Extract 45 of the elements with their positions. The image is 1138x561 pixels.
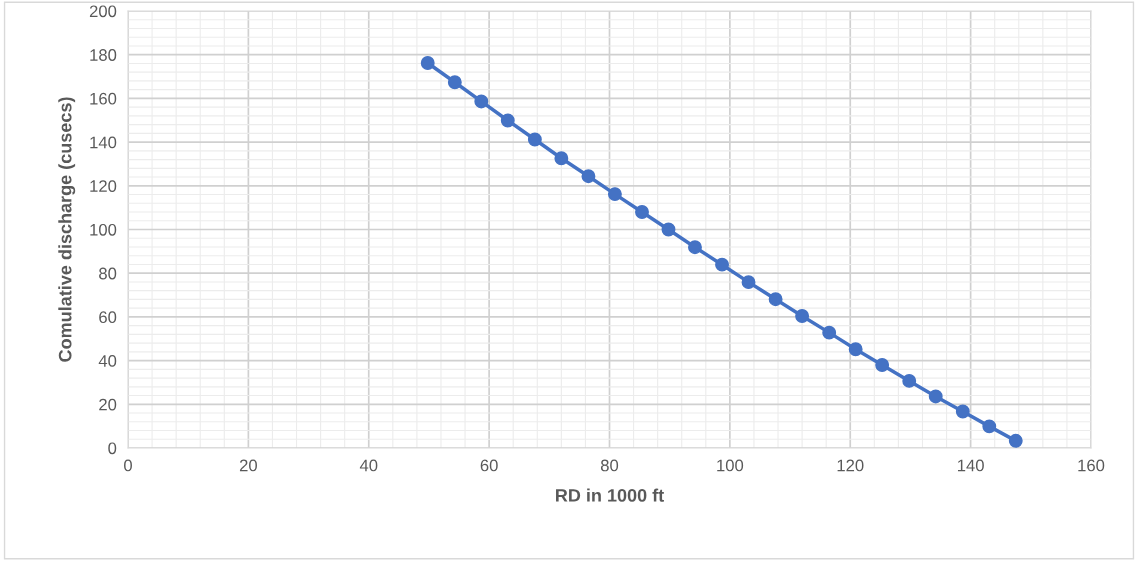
point xyxy=(500,113,515,128)
x-tick-label: 120 xyxy=(837,459,864,472)
point xyxy=(474,94,489,109)
x-tick-label: 0 xyxy=(124,459,132,472)
x-tick-label: 80 xyxy=(600,459,619,472)
x-tick-label: 100 xyxy=(717,459,744,472)
point xyxy=(822,325,837,340)
y-tick-label: 120 xyxy=(90,180,117,192)
y-tick-label: 80 xyxy=(99,267,117,280)
point xyxy=(848,342,863,357)
point xyxy=(635,205,649,219)
y-axis-title: Comulative discharge (cusecs) xyxy=(58,97,76,362)
point xyxy=(795,309,810,323)
point xyxy=(1008,433,1023,448)
y-tick-label: 180 xyxy=(90,49,117,61)
x-tick-label: 60 xyxy=(480,459,498,472)
y-tick-label: 200 xyxy=(89,5,117,18)
point xyxy=(741,275,756,290)
y-tick-label: 0 xyxy=(108,442,117,455)
y-tick-label: 160 xyxy=(90,92,117,105)
point xyxy=(955,404,970,419)
point xyxy=(715,257,729,272)
point xyxy=(688,240,702,255)
point xyxy=(875,358,890,372)
point xyxy=(768,292,783,307)
point xyxy=(581,169,596,184)
y-tick-label: 140 xyxy=(90,136,117,149)
point xyxy=(661,222,676,237)
y-tick-label: 40 xyxy=(98,355,117,367)
point xyxy=(420,56,435,70)
point xyxy=(447,75,462,90)
x-tick-label: 160 xyxy=(1078,459,1105,472)
y-tick-label: 60 xyxy=(99,311,117,324)
point xyxy=(607,187,622,202)
x-tick-label: 20 xyxy=(239,459,257,472)
point xyxy=(928,389,943,404)
x-tick-label: 40 xyxy=(359,459,378,472)
point xyxy=(554,151,569,166)
point xyxy=(902,373,917,388)
point xyxy=(982,419,997,434)
y-tick-label: 20 xyxy=(99,398,117,411)
x-axis-title: RD in 1000 ft xyxy=(556,488,664,502)
y-tick-label: 100 xyxy=(90,223,117,236)
point xyxy=(527,132,542,147)
x-tick-label: 140 xyxy=(957,459,984,472)
